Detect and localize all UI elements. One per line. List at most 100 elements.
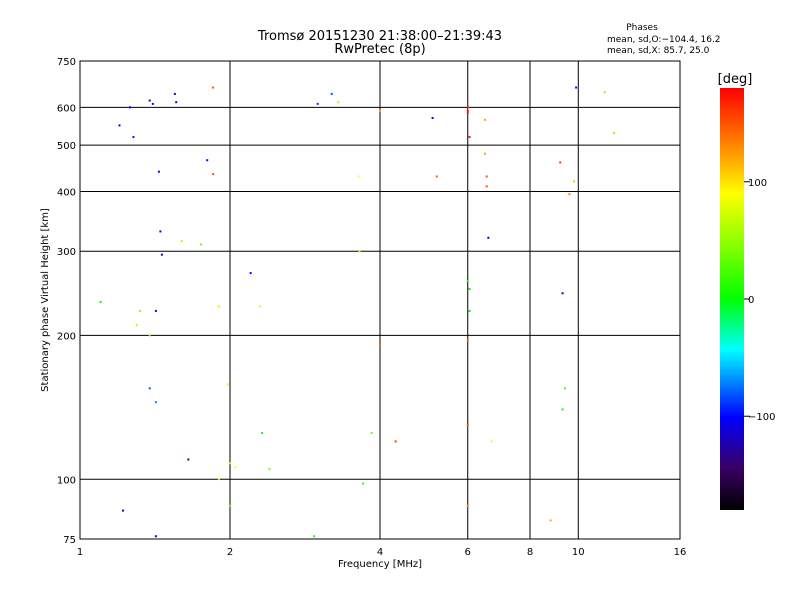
- x-tick-label: 1: [77, 547, 83, 558]
- data-point: [484, 118, 487, 121]
- data-point: [484, 152, 487, 155]
- data-point: [151, 102, 154, 105]
- data-point: [468, 136, 471, 139]
- colorbar-ticks: 100 0 −100: [744, 178, 775, 423]
- colorbar-label: [deg]: [718, 72, 753, 87]
- data-point: [148, 334, 151, 337]
- data-point: [370, 431, 373, 434]
- data-point: [135, 324, 138, 327]
- data-point: [487, 236, 490, 239]
- data-point: [559, 161, 562, 164]
- x-tick-label: 16: [674, 547, 687, 558]
- stats-line-x: mean, sd,X: 85.7, 25.0: [607, 46, 710, 56]
- x-axis-label: Frequency [MHz]: [338, 559, 422, 570]
- x-tick-label: 2: [227, 547, 233, 558]
- data-point: [206, 159, 209, 162]
- data-point: [122, 509, 125, 512]
- y-tick-label: 400: [57, 187, 76, 198]
- data-point: [431, 116, 434, 119]
- plot-area: 1 2 4 6 8 10 16 75 100 200 300 400 500 600 750: [57, 57, 686, 558]
- data-point: [187, 458, 190, 461]
- data-point: [466, 279, 469, 282]
- data-point: [490, 440, 493, 443]
- data-point: [268, 468, 271, 471]
- data-point: [217, 305, 220, 308]
- chart-title: Tromsø 20151230 21:38:00–21:39:43: [257, 29, 502, 44]
- data-point: [379, 345, 381, 348]
- stats-line-o: mean, sd,O:−104.4, 16.2: [607, 35, 721, 45]
- data-point: [99, 300, 102, 303]
- data-point: [132, 136, 135, 139]
- data-point: [316, 102, 319, 105]
- y-tick-label: 100: [57, 475, 76, 486]
- x-tick-label: 6: [465, 547, 471, 558]
- data-point: [212, 86, 215, 89]
- x-tick-label: 8: [527, 547, 533, 558]
- data-point: [148, 99, 151, 102]
- y-tick-label: 750: [57, 57, 76, 68]
- data-point: [362, 482, 365, 485]
- data-point: [468, 288, 471, 291]
- data-point: [379, 109, 381, 112]
- data-point: [563, 387, 566, 390]
- y-tick-label: 500: [57, 141, 76, 152]
- data-point: [249, 272, 252, 275]
- x-tick-label: 4: [377, 547, 383, 558]
- data-point: [154, 401, 157, 404]
- data-point: [466, 423, 469, 426]
- colorbar-tick-label: 0: [748, 295, 754, 306]
- data-point: [466, 339, 469, 342]
- data-point: [229, 462, 231, 465]
- x-axis-ticks: 1 2 4 6 8 10 16: [77, 547, 687, 558]
- data-point: [157, 170, 160, 173]
- data-point: [357, 175, 360, 178]
- colorbar-tick-label: 100: [748, 178, 767, 189]
- data-point: [200, 243, 203, 246]
- data-point: [234, 466, 237, 469]
- y-axis-ticks: 75 100 200 300 400 500 600 750: [57, 57, 76, 546]
- data-point: [572, 180, 575, 183]
- data-point: [212, 173, 215, 176]
- data-point: [485, 185, 488, 188]
- y-axis-label: Stationary phase Virtual Height [km]: [40, 208, 51, 392]
- data-point: [466, 504, 469, 507]
- data-point: [175, 101, 178, 104]
- y-tick-label: 600: [57, 103, 76, 114]
- data-point: [259, 305, 262, 308]
- data-point: [313, 535, 316, 538]
- data-point: [568, 193, 571, 196]
- data-point: [435, 175, 438, 178]
- stats-heading: Phases: [626, 23, 658, 33]
- data-point: [358, 250, 361, 253]
- data-point: [154, 309, 157, 312]
- data-point: [159, 230, 162, 233]
- y-tick-label: 200: [57, 331, 76, 342]
- data-point: [217, 478, 220, 481]
- data-point: [561, 408, 564, 411]
- data-point: [154, 535, 157, 538]
- data-point: [129, 106, 132, 109]
- data-point: [229, 504, 231, 507]
- data-point: [466, 111, 469, 114]
- data-point: [468, 309, 471, 312]
- colorbar: [720, 88, 744, 510]
- data-point: [575, 86, 578, 89]
- colorbar-tick-label: −100: [748, 412, 775, 423]
- chart-subtitle: RwPretec (8p): [334, 42, 425, 57]
- data-point: [613, 132, 616, 135]
- data-point: [394, 440, 397, 443]
- grid-lines: [80, 61, 680, 539]
- y-tick-label: 300: [57, 247, 76, 258]
- data-point: [160, 253, 163, 256]
- data-point: [466, 106, 469, 109]
- data-point: [549, 519, 552, 522]
- x-tick-label: 10: [572, 547, 585, 558]
- data-point: [561, 292, 564, 295]
- data-point: [226, 383, 229, 386]
- data-point: [485, 175, 488, 178]
- data-point: [603, 91, 606, 94]
- data-points: [99, 86, 616, 538]
- data-point: [139, 309, 142, 312]
- data-point: [118, 124, 121, 127]
